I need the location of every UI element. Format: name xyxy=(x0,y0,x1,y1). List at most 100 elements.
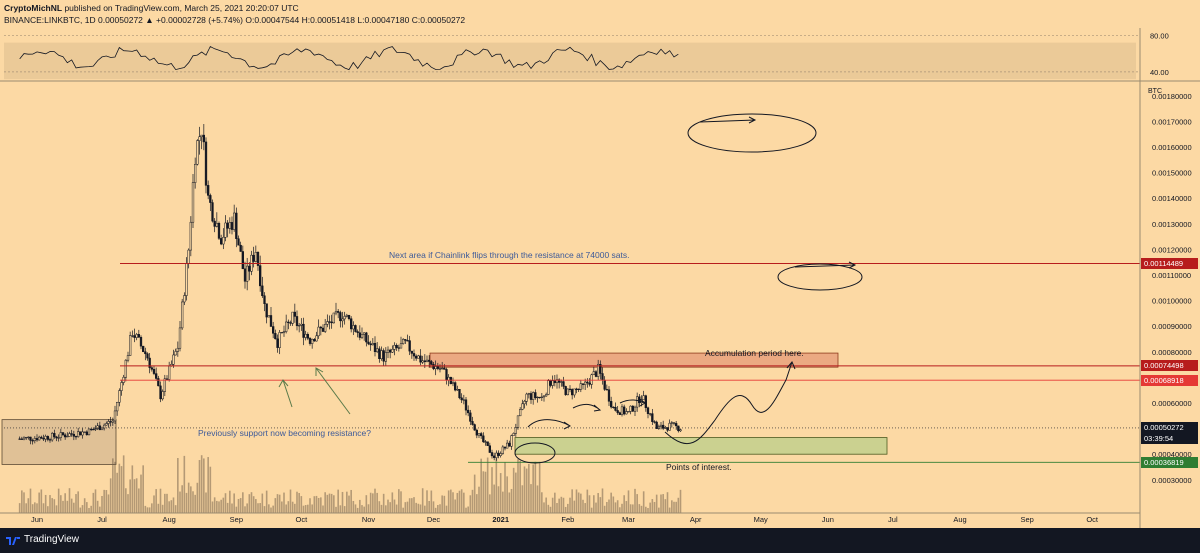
volume-bar xyxy=(55,505,58,513)
candle-body xyxy=(642,395,645,400)
candle-body xyxy=(48,439,52,441)
annotation-next-area: Next area if Chainlink flips through the… xyxy=(389,250,630,260)
x-tick-label: Jul xyxy=(97,515,107,524)
volume-bar xyxy=(361,505,363,513)
volume-bar xyxy=(346,491,348,513)
candle-body xyxy=(436,366,439,369)
volume-bar xyxy=(515,472,517,513)
candle-body xyxy=(605,389,608,391)
volume-bar xyxy=(185,492,188,513)
candle-body xyxy=(213,220,216,227)
volume-bar xyxy=(616,500,619,513)
candle-body xyxy=(516,415,520,428)
x-tick-label: Sep xyxy=(230,515,243,524)
volume-bar xyxy=(75,494,77,513)
volume-bar xyxy=(489,494,491,513)
volume-bar xyxy=(47,506,49,513)
volume-bar xyxy=(597,493,599,513)
x-tick-label: Feb xyxy=(561,515,574,524)
volume-bar xyxy=(73,502,75,513)
candle-body xyxy=(451,382,455,385)
candle-body xyxy=(280,332,283,334)
volume-bar xyxy=(170,500,173,513)
candle-body xyxy=(40,436,43,439)
chart-canvas[interactable]: 0.000300000.000400000.000500000.00060000… xyxy=(0,0,1200,528)
candle-body xyxy=(341,318,344,322)
candle-body xyxy=(313,339,316,342)
drawn-ellipse-mid xyxy=(777,263,863,291)
candle-body xyxy=(276,338,279,348)
volume-bar xyxy=(484,471,487,513)
volume-bar xyxy=(133,479,136,513)
volume-bar xyxy=(452,492,454,513)
candle-body xyxy=(568,388,572,390)
candle-body xyxy=(57,437,60,439)
candle-body xyxy=(304,334,307,338)
drawn-arrow xyxy=(619,398,646,407)
volume-bar xyxy=(508,492,511,513)
volume-bar xyxy=(658,507,660,513)
volume-bar xyxy=(367,504,370,513)
candle-body xyxy=(27,436,30,438)
candle-body xyxy=(443,367,446,370)
volume-bar xyxy=(291,501,294,513)
volume-bar xyxy=(530,484,532,513)
candle-body xyxy=(542,395,546,398)
candle-body xyxy=(519,409,522,417)
candle-body xyxy=(105,423,108,426)
candle-body xyxy=(269,315,273,327)
volume-bar xyxy=(413,497,415,513)
candle-body xyxy=(616,410,619,413)
volume-bar xyxy=(543,502,545,513)
volume-bar xyxy=(549,506,552,513)
volume-bar xyxy=(181,485,183,513)
y-tick-label: 0.00090000 xyxy=(1152,322,1192,331)
candle-body xyxy=(174,351,177,356)
candle-body xyxy=(191,182,195,223)
candle-body xyxy=(503,446,507,449)
volume-bar xyxy=(177,458,179,513)
volume-bar xyxy=(174,505,177,513)
volume-bar xyxy=(53,499,56,513)
candle-body xyxy=(633,406,637,412)
candle-body xyxy=(603,379,606,390)
candle-body xyxy=(508,442,511,447)
candle-body xyxy=(421,360,424,363)
volume-bar xyxy=(664,499,667,513)
volume-bar xyxy=(328,493,331,513)
volume-bar xyxy=(387,499,389,513)
volume-bar xyxy=(593,495,595,513)
volume-bar xyxy=(187,482,190,513)
volume-bar xyxy=(458,490,461,513)
volume-bar xyxy=(287,501,290,513)
volume-bar xyxy=(434,507,437,513)
volume-bar xyxy=(627,490,630,513)
volume-bar xyxy=(246,503,248,513)
volume-bar xyxy=(77,491,79,513)
candle-body xyxy=(152,369,156,374)
volume-bar xyxy=(62,500,64,513)
candle-body xyxy=(295,316,299,327)
volume-bar xyxy=(198,460,201,513)
volume-bar xyxy=(205,492,207,513)
candle-body xyxy=(469,412,472,422)
volume-bar xyxy=(610,492,612,513)
volume-bar xyxy=(547,504,550,513)
candle-body xyxy=(534,392,537,398)
candle-body xyxy=(588,382,591,385)
volume-bar xyxy=(354,504,357,513)
candle-body xyxy=(146,353,149,359)
volume-bar xyxy=(649,502,651,513)
volume-bar xyxy=(276,494,279,513)
volume-bar xyxy=(369,492,372,513)
candle-body xyxy=(393,345,396,350)
candle-body xyxy=(629,405,632,412)
x-tick-label: 2021 xyxy=(492,515,509,524)
candle-body xyxy=(263,295,266,304)
candle-body xyxy=(243,268,247,282)
volume-bar xyxy=(469,495,472,513)
volume-bar xyxy=(138,488,140,513)
drawn-arrow xyxy=(699,116,757,124)
candle-body xyxy=(553,380,556,384)
volume-bar xyxy=(294,503,296,513)
